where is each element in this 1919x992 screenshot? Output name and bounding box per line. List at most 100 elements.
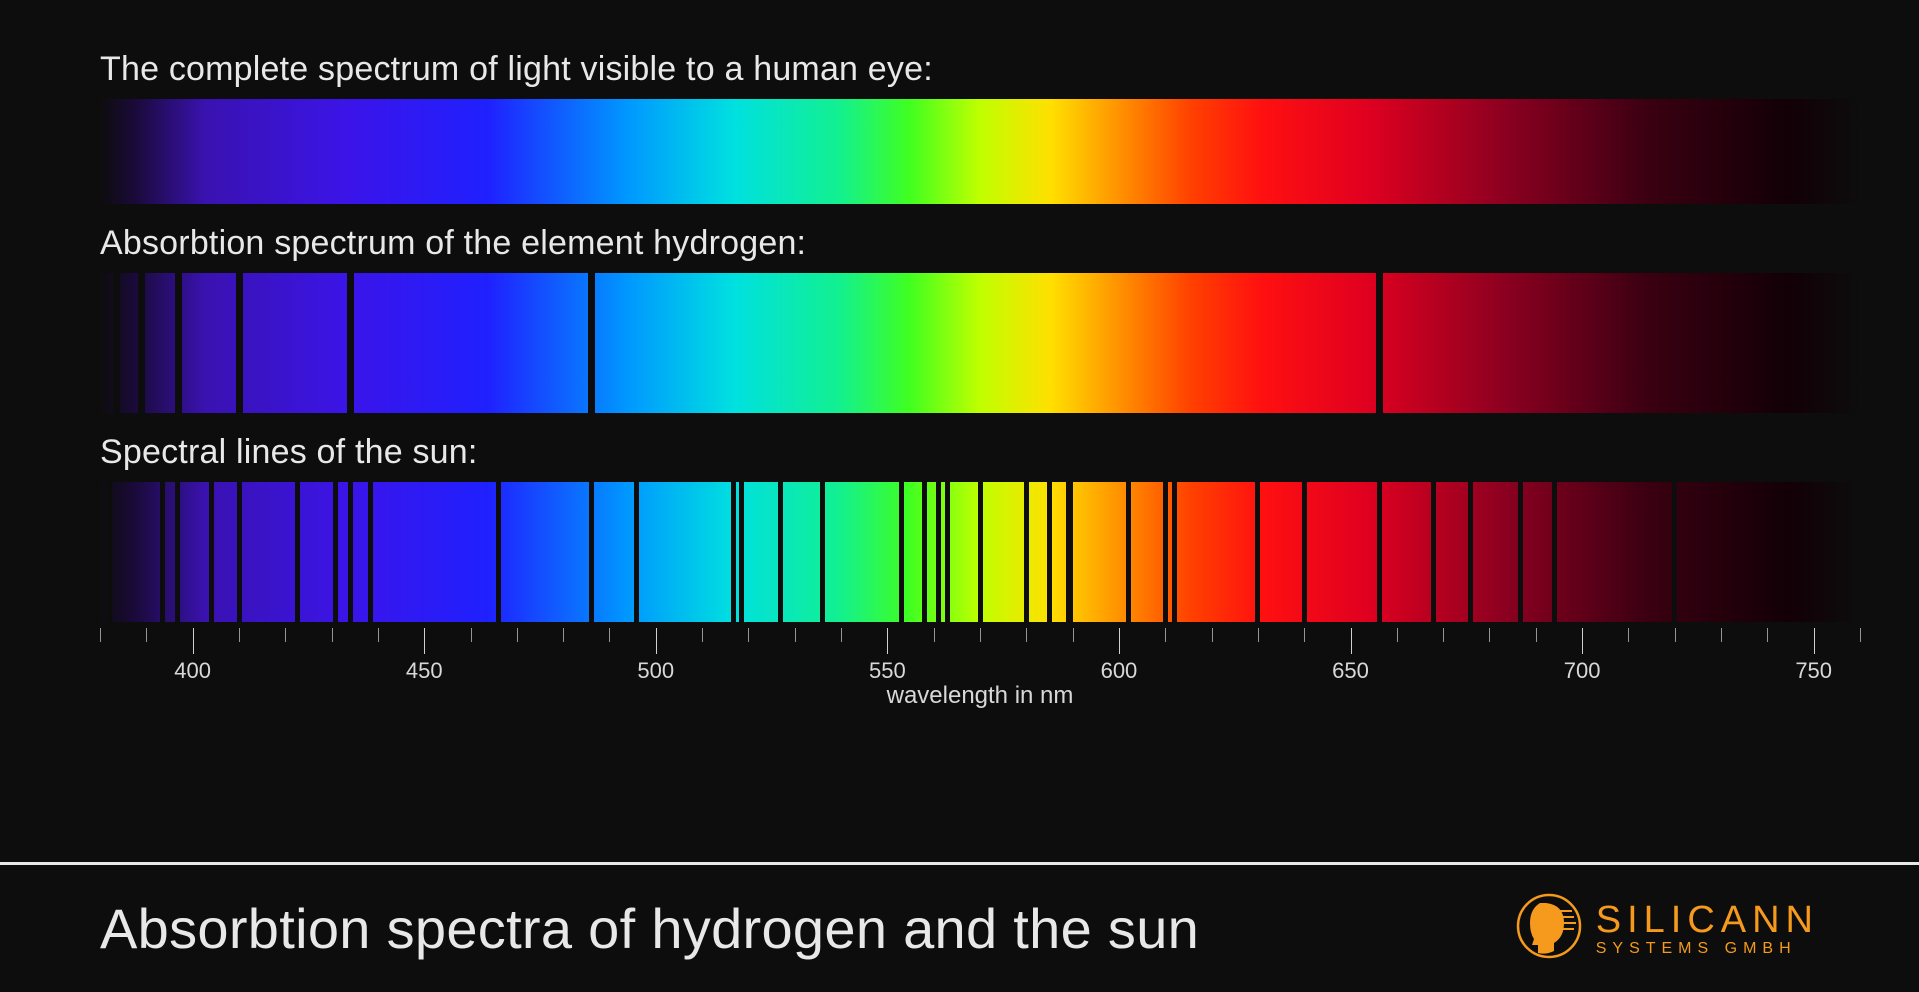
logo-text-block: SILICANN SYSTEMS GMBH	[1596, 901, 1819, 957]
axis-tick-label: 400	[174, 658, 211, 684]
spectrum-gradient	[100, 99, 1860, 204]
axis-tick-major	[424, 628, 425, 654]
axis-tick-minor	[702, 628, 703, 642]
axis-tick-minor	[1489, 628, 1490, 642]
absorption-line	[107, 482, 112, 622]
axis-tick-minor	[841, 628, 842, 642]
absorption-line	[1255, 482, 1260, 622]
axis-tick-label: 600	[1101, 658, 1138, 684]
head-profile-icon	[1516, 893, 1582, 964]
axis-tick-minor	[378, 628, 379, 642]
axis-tick-major	[656, 628, 657, 654]
axis-tick-minor	[1675, 628, 1676, 642]
axis-tick-minor	[100, 628, 101, 642]
absorption-line	[209, 482, 214, 622]
absorption-line	[589, 482, 594, 622]
axis-tick-minor	[748, 628, 749, 642]
spectrum-hydrogen	[100, 273, 1860, 413]
axis-tick-label: 750	[1795, 658, 1832, 684]
absorption-line	[295, 482, 300, 622]
absorption-line	[333, 482, 338, 622]
absorption-line	[1672, 482, 1677, 622]
axis-tick-minor	[1258, 628, 1259, 642]
axis-tick-minor	[1026, 628, 1027, 642]
axis-tick-minor	[517, 628, 518, 642]
axis-tick-minor	[1165, 628, 1166, 642]
absorption-line	[368, 482, 373, 622]
axis-tick-minor	[239, 628, 240, 642]
content-area: The complete spectrum of light visible t…	[100, 30, 1859, 698]
absorption-line	[347, 273, 354, 413]
absorption-line	[1855, 482, 1860, 622]
footer-bar: Absorbtion spectra of hydrogen and the s…	[0, 862, 1919, 992]
axis-tick-minor	[980, 628, 981, 642]
footer-title: Absorbtion spectra of hydrogen and the s…	[100, 896, 1199, 961]
absorption-line	[922, 482, 927, 622]
absorption-line	[113, 273, 120, 413]
spectrum-gradient	[100, 273, 1860, 413]
axis-tick-minor	[285, 628, 286, 642]
label-hydrogen-spectrum: Absorbtion spectrum of the element hydro…	[100, 224, 1859, 263]
label-full-spectrum: The complete spectrum of light visible t…	[100, 50, 1859, 89]
absorption-line	[175, 482, 180, 622]
absorption-line	[237, 482, 242, 622]
absorption-line	[731, 482, 736, 622]
axis-tick-major	[1351, 628, 1352, 654]
axis-tick-label: 450	[406, 658, 443, 684]
absorption-line	[348, 482, 353, 622]
absorption-line	[160, 482, 165, 622]
axis-tick-major	[1119, 628, 1120, 654]
axis-tick-minor	[1767, 628, 1768, 642]
absorption-line	[1377, 482, 1382, 622]
axis-tick-minor	[1443, 628, 1444, 642]
absorption-line	[945, 482, 950, 622]
brand-logo: SILICANN SYSTEMS GMBH	[1516, 893, 1819, 964]
spectrum-sun	[100, 482, 1860, 622]
absorption-line	[236, 273, 243, 413]
axis-tick-minor	[1212, 628, 1213, 642]
axis-tick-minor	[795, 628, 796, 642]
absorption-line	[820, 482, 825, 622]
wavelength-axis: wavelength in nm 40045050055060065070075…	[100, 628, 1860, 698]
axis-tick-minor	[332, 628, 333, 642]
axis-title: wavelength in nm	[887, 682, 1074, 710]
axis-tick-minor	[1073, 628, 1074, 642]
absorption-line	[1172, 482, 1177, 622]
axis-tick-minor	[609, 628, 610, 642]
absorption-line	[496, 482, 501, 622]
axis-tick-minor	[563, 628, 564, 642]
absorption-line	[899, 482, 904, 622]
axis-tick-label: 650	[1332, 658, 1369, 684]
absorption-line	[1126, 482, 1131, 622]
axis-tick-label: 700	[1564, 658, 1601, 684]
axis-tick-minor	[1397, 628, 1398, 642]
label-sun-spectrum: Spectral lines of the sun:	[100, 433, 1859, 472]
absorption-line	[138, 273, 145, 413]
axis-tick-minor	[934, 628, 935, 642]
axis-tick-minor	[1860, 628, 1861, 642]
absorption-line	[778, 482, 783, 622]
spectrum-full	[100, 99, 1860, 204]
absorption-line	[1552, 482, 1557, 622]
axis-tick-major	[1582, 628, 1583, 654]
axis-tick-minor	[146, 628, 147, 642]
absorption-line	[1376, 273, 1383, 413]
absorption-line	[1163, 482, 1168, 622]
axis-tick-minor	[1304, 628, 1305, 642]
logo-sub-text: SYSTEMS GMBH	[1596, 941, 1819, 957]
absorption-line	[739, 482, 744, 622]
absorption-line	[936, 482, 941, 622]
absorption-line	[978, 482, 983, 622]
infographic-root: The complete spectrum of light visible t…	[0, 0, 1919, 992]
axis-tick-minor	[1721, 628, 1722, 642]
absorption-line	[1518, 482, 1523, 622]
absorption-line	[1431, 482, 1436, 622]
absorption-line	[175, 273, 182, 413]
absorption-line	[1024, 482, 1029, 622]
axis-tick-minor	[471, 628, 472, 642]
axis-tick-minor	[1536, 628, 1537, 642]
axis-tick-major	[1814, 628, 1815, 654]
absorption-line	[1302, 482, 1307, 622]
absorption-line	[634, 482, 639, 622]
axis-tick-minor	[1628, 628, 1629, 642]
